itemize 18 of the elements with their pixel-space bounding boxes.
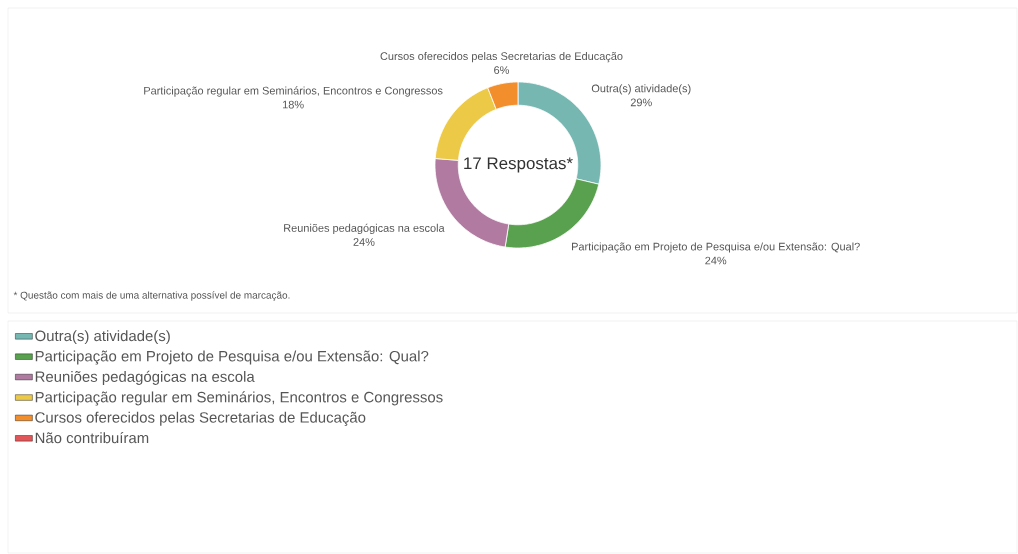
data-label: 29% bbox=[630, 98, 652, 107]
text: * Questão com mais de uma alternativa possível de marcação. bbox=[13, 291, 290, 301]
legend-label: Participação em Projeto de Pesquisa e/ou Extensão: Qual? bbox=[35, 350, 429, 365]
legend-label: Participação regular em Seminários, Encontros e Congressos bbox=[35, 391, 443, 406]
slice-label: Cursos oferecidos pelas Secretarias de Educação bbox=[380, 51, 623, 63]
legend-label: Reuniões pedagógicas na escola bbox=[35, 370, 255, 385]
data-label: 18% bbox=[283, 100, 304, 109]
data-label: 24% bbox=[705, 256, 727, 265]
data-label: 24% bbox=[353, 238, 375, 246]
legend-label: Outra(s) atividade(s) bbox=[35, 330, 170, 345]
legend-label: Não contribuíram bbox=[35, 432, 149, 444]
legend-label: Cursos oferecidos pelas Secretarias de Educação bbox=[35, 411, 366, 426]
data-label: 6% bbox=[494, 66, 510, 74]
text: 17 Respostas* bbox=[464, 157, 573, 173]
slice-label: Outra(s) atividade(s) bbox=[591, 84, 691, 95]
slice-label: Participação em Projeto de Pesquisa e/ou Extensão: Qual? bbox=[572, 242, 860, 253]
slice-label: Participação regular em Seminários, Encontros e Congressos bbox=[144, 86, 443, 97]
slice-label: Reuniões pedagógicas na escola bbox=[284, 223, 445, 235]
